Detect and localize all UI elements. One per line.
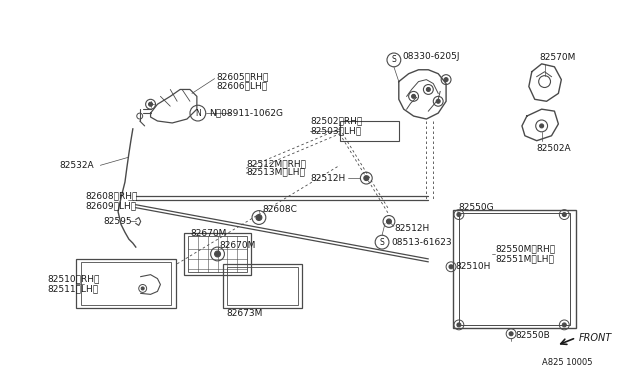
Text: 82510〈RH〉: 82510〈RH〉 — [47, 274, 99, 283]
Text: 82502A: 82502A — [537, 144, 572, 153]
Text: 82551M〈LH〉: 82551M〈LH〉 — [495, 254, 554, 263]
Text: 08513-61623: 08513-61623 — [391, 238, 452, 247]
Circle shape — [563, 323, 566, 327]
Text: 82608〈RH〉: 82608〈RH〉 — [86, 191, 138, 201]
Text: 82502〈RH〉: 82502〈RH〉 — [310, 116, 362, 125]
Bar — [184, 233, 251, 275]
Circle shape — [449, 265, 453, 269]
Circle shape — [364, 176, 369, 180]
Circle shape — [444, 78, 448, 81]
Circle shape — [148, 102, 152, 106]
Text: 08330-6205J: 08330-6205J — [403, 52, 460, 61]
Text: N〉08911-1062G: N〉08911-1062G — [209, 109, 283, 118]
Text: 82606〈LH〉: 82606〈LH〉 — [216, 81, 268, 90]
Bar — [453, 210, 576, 328]
Circle shape — [540, 124, 543, 128]
Text: 82550G: 82550G — [458, 203, 493, 212]
Circle shape — [563, 212, 566, 217]
Text: S: S — [380, 238, 385, 247]
Text: 82595: 82595 — [103, 217, 132, 226]
Text: 82670M: 82670M — [220, 241, 256, 250]
Text: 82605〈RH〉: 82605〈RH〉 — [216, 72, 269, 81]
Text: 82511〈LH〉: 82511〈LH〉 — [47, 284, 99, 293]
Text: 82673M: 82673M — [227, 308, 263, 318]
Circle shape — [436, 99, 440, 103]
Text: 82550M〈RH〉: 82550M〈RH〉 — [495, 244, 556, 254]
Text: A825 10005: A825 10005 — [541, 358, 592, 367]
Circle shape — [509, 332, 513, 336]
Text: 82609〈LH〉: 82609〈LH〉 — [86, 201, 137, 210]
Text: 82670M: 82670M — [190, 229, 227, 238]
Bar — [340, 121, 399, 141]
Text: 82608C: 82608C — [263, 205, 298, 214]
Circle shape — [412, 94, 415, 98]
Text: 82550B: 82550B — [515, 331, 550, 340]
Circle shape — [214, 251, 221, 257]
Text: 82503〈LH〉: 82503〈LH〉 — [310, 126, 361, 135]
Text: 82513M〈LH〉: 82513M〈LH〉 — [246, 168, 305, 177]
Text: 82512H: 82512H — [394, 224, 429, 233]
Text: S: S — [392, 55, 396, 64]
Text: 82532A: 82532A — [59, 161, 93, 170]
Bar — [459, 212, 570, 325]
Circle shape — [387, 219, 392, 224]
Circle shape — [426, 87, 430, 92]
Bar — [227, 267, 298, 305]
Circle shape — [457, 323, 461, 327]
Text: 82512H: 82512H — [310, 174, 346, 183]
Circle shape — [457, 212, 461, 217]
Bar — [223, 264, 302, 308]
Text: FRONT: FRONT — [579, 333, 612, 343]
Bar — [188, 236, 247, 272]
Circle shape — [141, 287, 144, 290]
Text: 82512M〈RH〉: 82512M〈RH〉 — [246, 159, 306, 168]
Text: N: N — [195, 109, 201, 118]
Circle shape — [256, 215, 262, 221]
Bar — [76, 259, 176, 308]
Text: 82570M: 82570M — [540, 54, 576, 62]
Text: 82510H: 82510H — [455, 262, 490, 271]
Bar — [81, 262, 172, 305]
